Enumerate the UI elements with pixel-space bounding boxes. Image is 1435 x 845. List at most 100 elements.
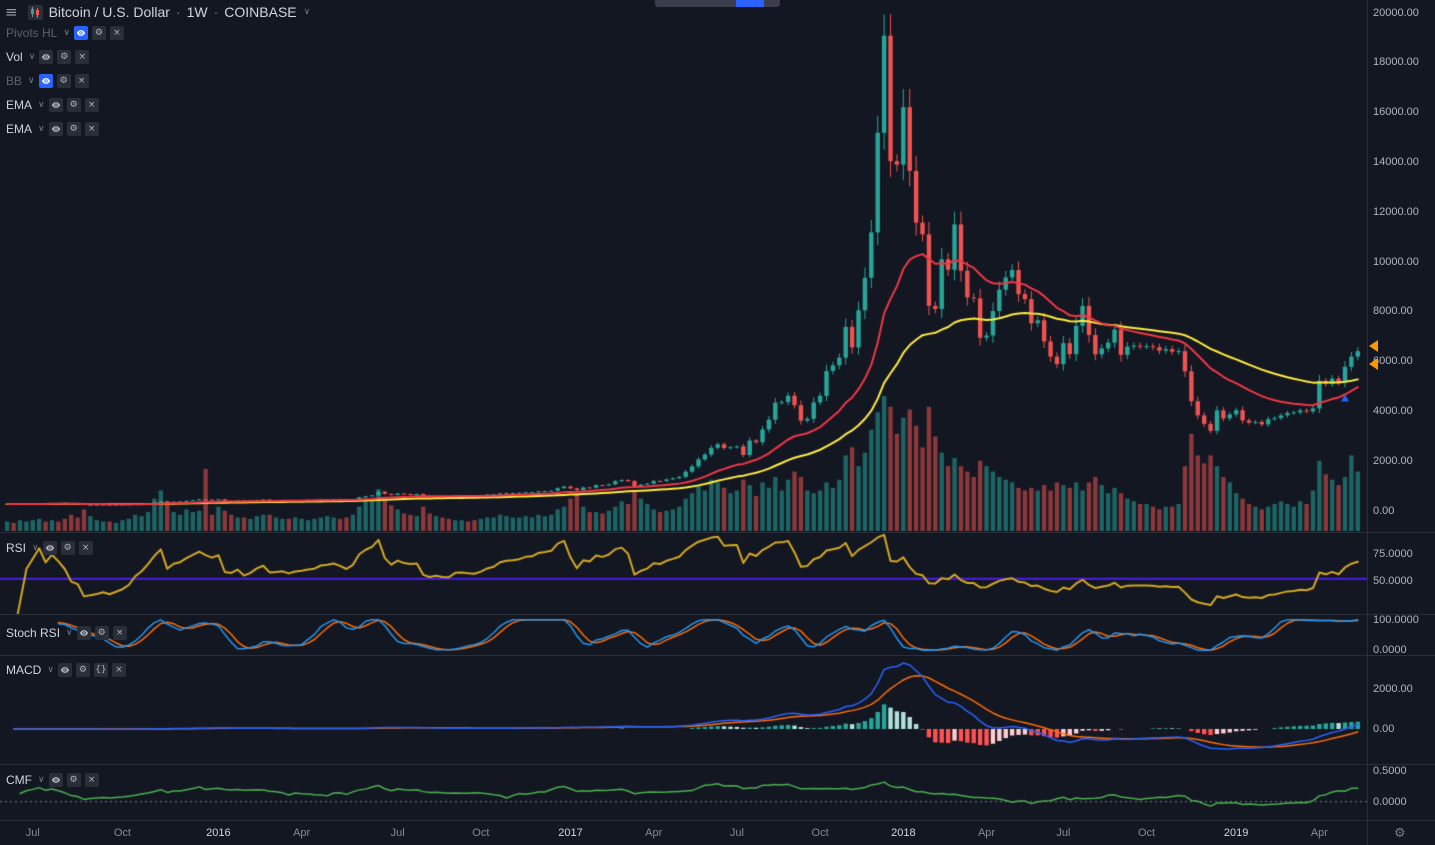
- eye-icon[interactable]: [48, 122, 63, 136]
- legend-item-bb[interactable]: BB ∨ ⚙ ×: [6, 74, 89, 88]
- eye-icon[interactable]: [73, 26, 88, 40]
- eye-icon[interactable]: [57, 663, 72, 677]
- gear-icon[interactable]: ⚙: [60, 541, 75, 555]
- chevron-down-icon: ∨: [66, 628, 73, 638]
- legend-item-ema[interactable]: EMA ∨ ⚙ ×: [6, 98, 99, 112]
- macd-axis-label: 0.00: [1373, 723, 1395, 735]
- pane-separator[interactable]: [0, 532, 1435, 533]
- macd-axis-label: 2000.00: [1373, 683, 1413, 695]
- time-axis-label: 2018: [891, 827, 916, 839]
- stoch-axis-label: 0.0000: [1373, 644, 1407, 657]
- eye-icon[interactable]: [38, 74, 53, 88]
- chevron-down-icon: ∨: [28, 52, 36, 62]
- gear-icon[interactable]: ⚙: [75, 663, 90, 677]
- cmf-axis-label: 0.5000: [1373, 765, 1407, 778]
- legend-item-ema[interactable]: EMA ∨ ⚙ ×: [6, 122, 99, 136]
- indicator-label[interactable]: Stoch RSI: [6, 626, 61, 640]
- eye-icon[interactable]: [42, 541, 57, 555]
- price-axis-label: 18000.00: [1373, 56, 1419, 69]
- eye-icon[interactable]: [39, 50, 54, 64]
- close-icon[interactable]: ×: [112, 626, 127, 640]
- close-icon[interactable]: ×: [78, 541, 93, 555]
- clipped-toolbar-button[interactable]: [655, 0, 780, 7]
- close-icon[interactable]: ×: [84, 122, 99, 136]
- price-axis-label: 10000.00: [1373, 255, 1419, 268]
- close-icon[interactable]: ×: [75, 50, 90, 64]
- gear-icon[interactable]: ⚙: [57, 50, 72, 64]
- indicator-label[interactable]: EMA: [6, 98, 33, 112]
- indicator-label[interactable]: Pivots HL: [6, 26, 58, 40]
- price-axis-label: 4000.00: [1373, 404, 1413, 417]
- time-axis-label: Apr: [293, 827, 311, 839]
- time-axis-label: 2019: [1223, 827, 1249, 839]
- exchange-label[interactable]: COINBASE: [224, 4, 297, 20]
- legend-item-cmf[interactable]: CMF ∨ ⚙ ×: [6, 773, 99, 787]
- gear-icon[interactable]: ⚙: [56, 74, 71, 88]
- pane-separator[interactable]: [0, 764, 1435, 765]
- close-icon[interactable]: ×: [111, 663, 126, 677]
- gear-icon[interactable]: ⚙: [94, 626, 109, 640]
- indicator-label[interactable]: BB: [6, 74, 23, 88]
- eye-icon[interactable]: [48, 773, 63, 787]
- clipped-toolbar-accent: [736, 0, 764, 7]
- chevron-down-icon[interactable]: ∨: [303, 7, 311, 17]
- symbol-title[interactable]: Bitcoin / U.S. Dollar: [48, 4, 170, 20]
- time-axis-label: Oct: [113, 827, 131, 839]
- price-axis-label: 14000.00: [1373, 155, 1419, 168]
- price-axis-label: 8000.00: [1373, 305, 1413, 318]
- chevron-down-icon: ∨: [47, 665, 54, 675]
- indicator-label[interactable]: CMF: [6, 773, 32, 787]
- time-axis-label: 2017: [558, 827, 583, 839]
- close-icon[interactable]: ×: [109, 26, 124, 40]
- time-axis-label: Apr: [645, 827, 663, 839]
- price-axis-label: 2000.00: [1373, 454, 1413, 467]
- indicator-label[interactable]: RSI: [6, 541, 27, 555]
- legend-item-macd[interactable]: MACD ∨ ⚙{} ×: [6, 663, 126, 677]
- eye-icon[interactable]: [76, 626, 91, 640]
- pivot-marker-icon: [1369, 357, 1378, 370]
- menu-icon[interactable]: ≡: [5, 3, 18, 21]
- pane-separator[interactable]: [0, 614, 1435, 615]
- rsi-axis-label: 50.0000: [1373, 575, 1413, 587]
- gear-icon[interactable]: ⚙: [91, 26, 106, 40]
- gear-icon[interactable]: ⚙: [66, 98, 81, 112]
- chevron-down-icon: ∨: [38, 100, 45, 110]
- close-icon[interactable]: ×: [84, 98, 99, 112]
- chevron-down-icon: ∨: [28, 76, 35, 86]
- legend-item-rsi[interactable]: RSI ∨ ⚙ ×: [6, 541, 93, 555]
- time-axis-label: Oct: [1138, 827, 1156, 839]
- indicator-label[interactable]: MACD: [6, 663, 42, 677]
- indicator-label[interactable]: EMA: [6, 122, 33, 136]
- price-axis-label: 20000.00: [1373, 6, 1419, 19]
- chevron-down-icon: ∨: [38, 124, 45, 134]
- eye-icon[interactable]: [48, 98, 63, 112]
- braces-icon[interactable]: {}: [93, 663, 108, 677]
- chevron-down-icon: ∨: [32, 543, 39, 553]
- legend-item-vol[interactable]: Vol ∨ ⚙ ×: [6, 50, 90, 64]
- gear-icon[interactable]: ⚙: [66, 773, 81, 787]
- close-icon[interactable]: ×: [84, 773, 99, 787]
- interval-label[interactable]: 1W: [186, 4, 208, 20]
- legend-item-pivots-hl[interactable]: Pivots HL ∨ ⚙ ×: [6, 26, 124, 40]
- close-icon[interactable]: ×: [74, 74, 89, 88]
- chart-header: ≡ Bitcoin / U.S. Dollar · 1W · COINBASE …: [5, 3, 310, 21]
- chevron-down-icon: ∨: [63, 28, 70, 38]
- price-axis-label: 16000.00: [1373, 106, 1419, 119]
- pane-separator[interactable]: [0, 820, 1435, 821]
- time-axis-label: Apr: [1310, 827, 1328, 839]
- price-axis-label: 12000.00: [1373, 205, 1419, 218]
- time-axis-label: Jul: [390, 827, 405, 839]
- rsi-axis-label: 75.0000: [1373, 548, 1413, 561]
- pane-separator[interactable]: [0, 655, 1435, 656]
- axis-settings-gear-icon[interactable]: ⚙: [1394, 826, 1406, 841]
- legend-item-stoch-rsi[interactable]: Stoch RSI ∨ ⚙ ×: [6, 626, 127, 640]
- indicator-label[interactable]: Vol: [6, 50, 23, 64]
- pivot-marker-icon: [1369, 340, 1378, 353]
- gear-icon[interactable]: ⚙: [66, 122, 81, 136]
- time-axis-label: 2016: [206, 827, 231, 839]
- price-axis-label: 6000.00: [1373, 355, 1413, 368]
- time-axis-label: Apr: [977, 827, 996, 839]
- cmf-axis-label: 0.0000: [1373, 795, 1407, 808]
